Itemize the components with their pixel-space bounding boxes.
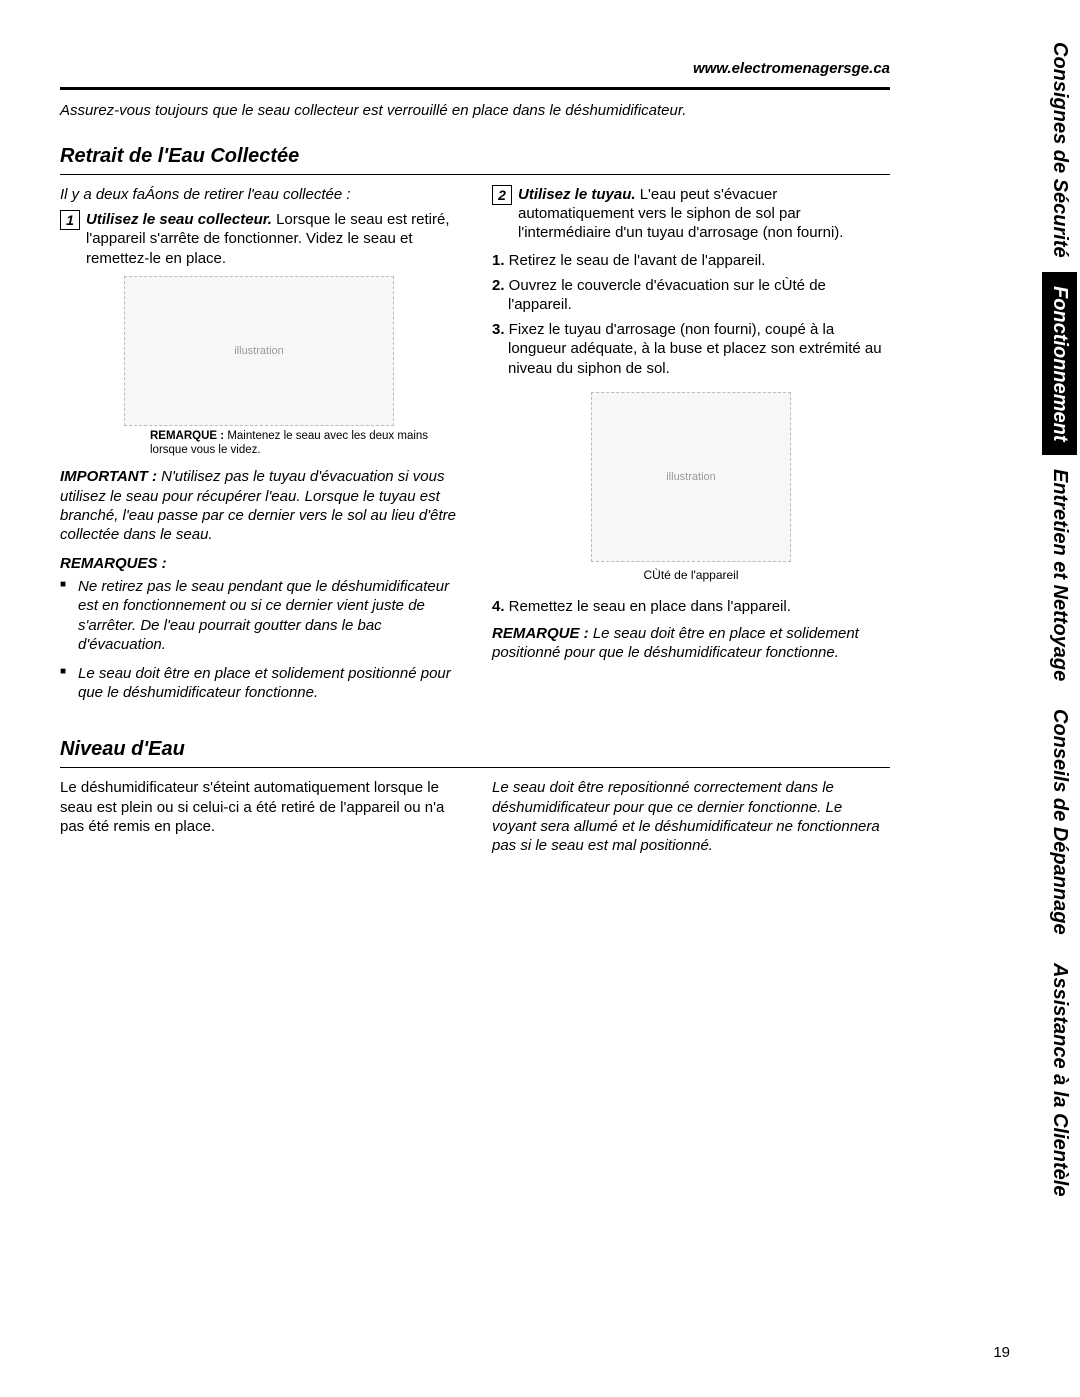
remarque-item-2: Le seau doit être en place et solidement… — [60, 664, 458, 702]
tab-entretien: Entretien et Nettoyage — [1042, 455, 1077, 695]
section-title-retrait: Retrait de l'Eau Collectée — [60, 145, 890, 168]
tab-assistance: Assistance à la Clientèle — [1042, 949, 1077, 1210]
divider-thin — [60, 767, 890, 768]
ol1-num: 1. — [492, 252, 505, 269]
caption1-bold: REMARQUE : — [150, 430, 224, 442]
note2-bold: REMARQUE : — [492, 625, 589, 642]
step-number-1: 1 — [60, 210, 80, 230]
ol3-num: 3. — [492, 321, 505, 338]
ol3-text: Fixez le tuyau d'arrosage (non fourni), … — [505, 321, 882, 376]
tab-fonctionnement: Fonctionnement — [1042, 272, 1077, 456]
divider-thick — [60, 87, 890, 90]
column-left: Il y a deux faÁons de retirer l'eau coll… — [60, 185, 458, 712]
side-tabs: Consignes de Sécurité Fonctionnement Ent… — [1042, 28, 1080, 1368]
niveau-left: Le déshumidificateur s'éteint automatiqu… — [60, 778, 458, 855]
column-right: 2 Utilisez le tuyau. L'eau peut s'évacue… — [492, 185, 890, 712]
remarque-item-1: Ne retirez pas le seau pendant que le dé… — [60, 577, 458, 654]
step-number-2: 2 — [492, 185, 512, 205]
figure-caption-1: REMARQUE : Maintenez le seau avec les de… — [150, 430, 458, 458]
remarques-heading: REMARQUES : — [60, 554, 458, 573]
important-note: IMPORTANT : N'utilisez pas le tuyau d'év… — [60, 467, 458, 544]
lead-text: Assurez-vous toujours que le seau collec… — [60, 102, 890, 119]
step-1: 1 Utilisez le seau collecteur. Lorsque l… — [60, 210, 458, 268]
tab-securite: Consignes de Sécurité — [1042, 28, 1077, 272]
substep-4: 4. Remettez le seau en place dans l'appa… — [492, 597, 890, 616]
important-bold: IMPORTANT : — [60, 468, 157, 485]
figure-hose-drain: illustration — [591, 392, 791, 562]
divider-thin — [60, 174, 890, 175]
step2-bold: Utilisez le tuyau. — [518, 186, 636, 203]
step-2: 2 Utilisez le tuyau. L'eau peut s'évacue… — [492, 185, 890, 243]
ol4-text: Remettez le seau en place dans l'apparei… — [505, 598, 791, 615]
intro-line: Il y a deux faÁons de retirer l'eau coll… — [60, 185, 458, 204]
header-url: www.electromenagersge.ca — [60, 60, 890, 77]
substep-2: 2. Ouvrez le couvercle d'évacuation sur … — [492, 276, 890, 314]
figure-bucket-removal: illustration — [124, 276, 394, 426]
page-number: 19 — [993, 1344, 1010, 1361]
substep-3: 3. Fixez le tuyau d'arrosage (non fourni… — [492, 320, 890, 378]
niveau-right: Le seau doit être repositionné correctem… — [492, 778, 890, 855]
ol2-num: 2. — [492, 277, 505, 294]
note-block-2: REMARQUE : Le seau doit être en place et… — [492, 624, 890, 662]
section-title-niveau: Niveau d'Eau — [60, 738, 890, 761]
step1-bold: Utilisez le seau collecteur. — [86, 211, 272, 228]
ol1-text: Retirez le seau de l'avant de l'appareil… — [505, 252, 766, 269]
tab-depannage: Conseils de Dépannage — [1042, 695, 1077, 949]
substep-1: 1. Retirez le seau de l'avant de l'appar… — [492, 251, 890, 270]
figure-caption-2: CÙté de l'appareil — [492, 568, 890, 583]
ol4-num: 4. — [492, 598, 505, 615]
ol2-text: Ouvrez le couvercle d'évacuation sur le … — [505, 277, 826, 313]
